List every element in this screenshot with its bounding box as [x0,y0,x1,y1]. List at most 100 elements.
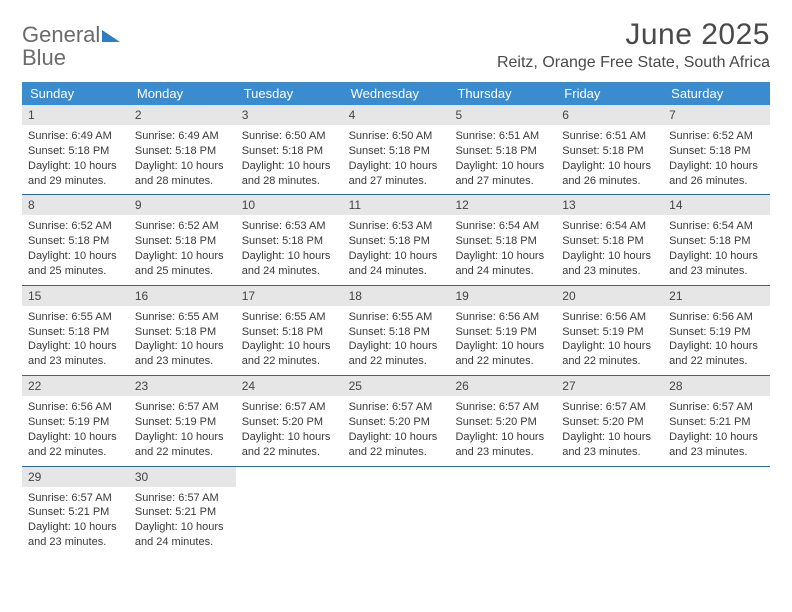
dow-saturday: Saturday [663,82,770,105]
day-body: Sunrise: 6:57 AMSunset: 5:20 PMDaylight:… [343,396,450,465]
sunrise-text: Sunrise: 6:50 AM [349,129,444,144]
calendar: Sunday Monday Tuesday Wednesday Thursday… [22,82,770,556]
sunset-text: Sunset: 5:18 PM [455,144,550,159]
day-number: 24 [236,376,343,396]
day-body: Sunrise: 6:54 AMSunset: 5:18 PMDaylight:… [449,215,556,284]
daylight-text: Daylight: 10 hours and 24 minutes. [135,520,230,550]
day-body: Sunrise: 6:56 AMSunset: 5:19 PMDaylight:… [663,306,770,375]
logo-text-blue: Blue [22,45,66,70]
day-number: 8 [22,195,129,215]
day-body: Sunrise: 6:57 AMSunset: 5:21 PMDaylight:… [663,396,770,465]
day-cell: 13Sunrise: 6:54 AMSunset: 5:18 PMDayligh… [556,195,663,284]
sunrise-text: Sunrise: 6:54 AM [669,219,764,234]
daylight-text: Daylight: 10 hours and 24 minutes. [349,249,444,279]
day-number: 10 [236,195,343,215]
day-number: 25 [343,376,450,396]
day-number: 4 [343,105,450,125]
sunrise-text: Sunrise: 6:56 AM [28,400,123,415]
day-number: 15 [22,286,129,306]
day-body: Sunrise: 6:53 AMSunset: 5:18 PMDaylight:… [236,215,343,284]
sunrise-text: Sunrise: 6:57 AM [135,491,230,506]
day-number: 23 [129,376,236,396]
sunset-text: Sunset: 5:20 PM [349,415,444,430]
day-number: 20 [556,286,663,306]
sunset-text: Sunset: 5:20 PM [455,415,550,430]
day-number: 17 [236,286,343,306]
sunset-text: Sunset: 5:20 PM [562,415,657,430]
day-number: 16 [129,286,236,306]
sunset-text: Sunset: 5:18 PM [562,144,657,159]
day-cell: 20Sunrise: 6:56 AMSunset: 5:19 PMDayligh… [556,286,663,375]
daylight-text: Daylight: 10 hours and 23 minutes. [135,339,230,369]
empty-day-cell [236,467,343,556]
day-number: 9 [129,195,236,215]
empty-day-cell [449,467,556,556]
sunrise-text: Sunrise: 6:56 AM [669,310,764,325]
day-number: 14 [663,195,770,215]
day-body: Sunrise: 6:56 AMSunset: 5:19 PMDaylight:… [449,306,556,375]
day-cell: 26Sunrise: 6:57 AMSunset: 5:20 PMDayligh… [449,376,556,465]
day-body: Sunrise: 6:51 AMSunset: 5:18 PMDaylight:… [449,125,556,194]
daylight-text: Daylight: 10 hours and 22 minutes. [135,430,230,460]
day-body: Sunrise: 6:55 AMSunset: 5:18 PMDaylight:… [22,306,129,375]
week-row: 15Sunrise: 6:55 AMSunset: 5:18 PMDayligh… [22,286,770,376]
sunset-text: Sunset: 5:18 PM [135,325,230,340]
day-cell: 15Sunrise: 6:55 AMSunset: 5:18 PMDayligh… [22,286,129,375]
sunrise-text: Sunrise: 6:56 AM [562,310,657,325]
sunset-text: Sunset: 5:18 PM [455,234,550,249]
sunset-text: Sunset: 5:18 PM [349,234,444,249]
weeks-container: 1Sunrise: 6:49 AMSunset: 5:18 PMDaylight… [22,105,770,556]
sunset-text: Sunset: 5:18 PM [135,234,230,249]
dow-thursday: Thursday [449,82,556,105]
sunrise-text: Sunrise: 6:57 AM [135,400,230,415]
sunrise-text: Sunrise: 6:51 AM [455,129,550,144]
sunrise-text: Sunrise: 6:52 AM [28,219,123,234]
day-cell: 22Sunrise: 6:56 AMSunset: 5:19 PMDayligh… [22,376,129,465]
day-cell: 6Sunrise: 6:51 AMSunset: 5:18 PMDaylight… [556,105,663,194]
daylight-text: Daylight: 10 hours and 23 minutes. [28,520,123,550]
daylight-text: Daylight: 10 hours and 26 minutes. [562,159,657,189]
day-number: 12 [449,195,556,215]
week-row: 29Sunrise: 6:57 AMSunset: 5:21 PMDayligh… [22,467,770,556]
sunrise-text: Sunrise: 6:57 AM [349,400,444,415]
daylight-text: Daylight: 10 hours and 23 minutes. [28,339,123,369]
sunset-text: Sunset: 5:21 PM [135,505,230,520]
sunset-text: Sunset: 5:19 PM [562,325,657,340]
dow-tuesday: Tuesday [236,82,343,105]
sunset-text: Sunset: 5:18 PM [28,325,123,340]
daylight-text: Daylight: 10 hours and 23 minutes. [669,430,764,460]
sunset-text: Sunset: 5:19 PM [28,415,123,430]
day-cell: 12Sunrise: 6:54 AMSunset: 5:18 PMDayligh… [449,195,556,284]
day-cell: 8Sunrise: 6:52 AMSunset: 5:18 PMDaylight… [22,195,129,284]
day-body: Sunrise: 6:54 AMSunset: 5:18 PMDaylight:… [663,215,770,284]
dow-monday: Monday [129,82,236,105]
sunrise-text: Sunrise: 6:56 AM [455,310,550,325]
day-number: 18 [343,286,450,306]
day-cell: 21Sunrise: 6:56 AMSunset: 5:19 PMDayligh… [663,286,770,375]
daylight-text: Daylight: 10 hours and 23 minutes. [562,430,657,460]
daylight-text: Daylight: 10 hours and 28 minutes. [242,159,337,189]
sunrise-text: Sunrise: 6:57 AM [242,400,337,415]
daylight-text: Daylight: 10 hours and 25 minutes. [135,249,230,279]
sunrise-text: Sunrise: 6:55 AM [242,310,337,325]
dow-wednesday: Wednesday [343,82,450,105]
sunset-text: Sunset: 5:18 PM [349,144,444,159]
day-number: 22 [22,376,129,396]
day-body: Sunrise: 6:56 AMSunset: 5:19 PMDaylight:… [22,396,129,465]
day-of-week-row: Sunday Monday Tuesday Wednesday Thursday… [22,82,770,105]
dow-sunday: Sunday [22,82,129,105]
day-number: 5 [449,105,556,125]
daylight-text: Daylight: 10 hours and 22 minutes. [349,339,444,369]
daylight-text: Daylight: 10 hours and 25 minutes. [28,249,123,279]
day-body: Sunrise: 6:53 AMSunset: 5:18 PMDaylight:… [343,215,450,284]
sunrise-text: Sunrise: 6:54 AM [562,219,657,234]
sunrise-text: Sunrise: 6:53 AM [242,219,337,234]
day-body: Sunrise: 6:57 AMSunset: 5:20 PMDaylight:… [556,396,663,465]
day-body: Sunrise: 6:54 AMSunset: 5:18 PMDaylight:… [556,215,663,284]
day-body: Sunrise: 6:49 AMSunset: 5:18 PMDaylight:… [129,125,236,194]
empty-day-cell [343,467,450,556]
daylight-text: Daylight: 10 hours and 28 minutes. [135,159,230,189]
day-cell: 17Sunrise: 6:55 AMSunset: 5:18 PMDayligh… [236,286,343,375]
sunset-text: Sunset: 5:21 PM [28,505,123,520]
day-cell: 9Sunrise: 6:52 AMSunset: 5:18 PMDaylight… [129,195,236,284]
